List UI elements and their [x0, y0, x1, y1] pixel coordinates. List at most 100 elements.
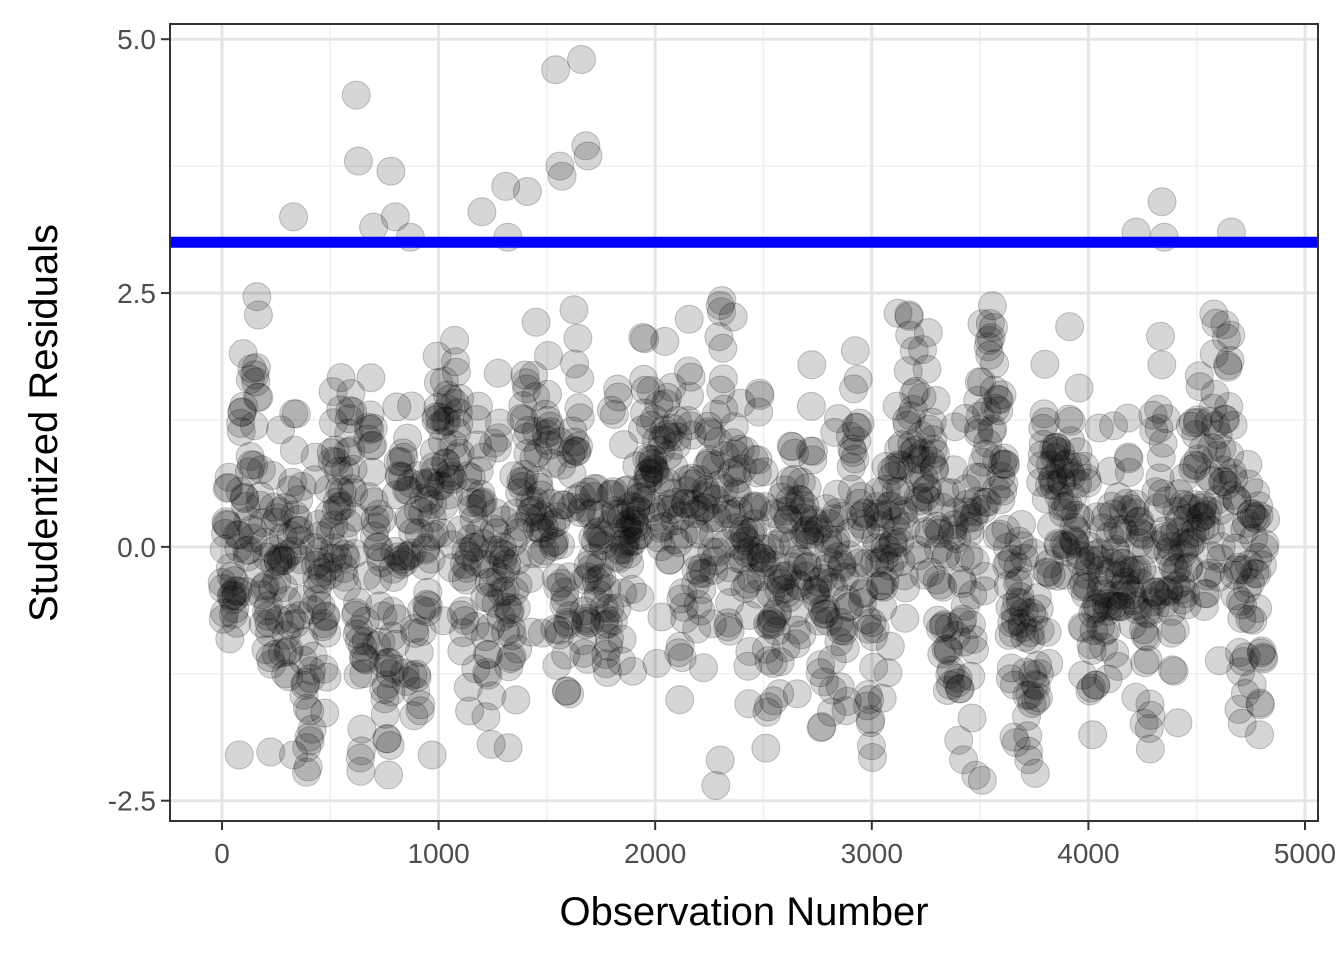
data-point — [629, 364, 659, 394]
data-point — [413, 591, 443, 621]
data-point — [780, 464, 810, 494]
data-point — [960, 635, 989, 665]
data-point — [990, 450, 1020, 480]
data-point — [314, 499, 344, 529]
data-point — [525, 502, 555, 532]
data-point — [715, 588, 745, 618]
data-point — [830, 562, 860, 592]
data-point — [966, 462, 996, 492]
data-point — [1206, 544, 1236, 574]
data-point — [476, 729, 506, 759]
data-point — [972, 487, 1002, 517]
data-point — [864, 477, 893, 507]
data-point — [1060, 529, 1090, 559]
data-point — [767, 482, 797, 512]
data-point — [376, 156, 406, 186]
data-point — [1220, 581, 1250, 611]
data-point — [540, 527, 569, 556]
data-point — [746, 562, 776, 591]
data-point — [486, 562, 515, 592]
data-point — [310, 602, 340, 632]
data-point — [416, 544, 446, 574]
data-point — [1245, 688, 1275, 718]
data-point — [1051, 491, 1081, 521]
data-point — [561, 437, 591, 467]
data-point — [924, 534, 953, 564]
data-point — [637, 449, 667, 478]
data-point — [689, 558, 719, 588]
data-point — [791, 561, 821, 591]
data-point — [477, 681, 507, 711]
data-point — [327, 477, 357, 507]
data-point — [877, 455, 907, 485]
data-point — [609, 529, 639, 559]
data-point — [989, 443, 1019, 473]
data-point — [382, 604, 412, 634]
data-point — [474, 640, 504, 669]
data-point — [1097, 548, 1127, 578]
data-point — [365, 542, 395, 572]
data-point — [580, 586, 610, 616]
data-point — [288, 645, 318, 675]
data-point — [365, 591, 395, 621]
data-point — [1049, 530, 1079, 560]
data-point — [220, 594, 250, 624]
data-point — [355, 414, 385, 444]
data-point — [298, 595, 327, 625]
data-point — [651, 389, 681, 419]
data-point — [255, 618, 285, 647]
data-point — [1139, 577, 1169, 607]
data-point — [1166, 568, 1196, 598]
data-point — [243, 300, 273, 330]
data-point — [1222, 485, 1252, 515]
data-point — [682, 614, 712, 644]
data-point — [681, 569, 710, 599]
data-point — [963, 385, 993, 415]
data-point — [333, 508, 363, 538]
data-point — [1182, 451, 1212, 481]
data-point — [646, 532, 676, 562]
data-point — [1076, 630, 1106, 660]
data-point — [758, 648, 788, 678]
data-point — [660, 525, 689, 555]
data-point — [846, 481, 876, 511]
data-point — [937, 521, 967, 551]
data-point — [577, 498, 607, 528]
data-point — [917, 407, 947, 437]
data-point — [809, 599, 839, 629]
data-point — [1143, 493, 1173, 523]
data-point — [464, 456, 494, 486]
data-point — [742, 579, 772, 609]
data-point — [547, 450, 577, 480]
data-point — [855, 685, 885, 715]
data-point — [826, 616, 856, 646]
data-point — [356, 363, 386, 393]
data-point — [653, 440, 683, 470]
data-point — [260, 550, 290, 580]
data-point — [1216, 513, 1246, 543]
data-point — [274, 635, 304, 665]
data-point — [222, 608, 252, 638]
data-point — [661, 487, 691, 517]
data-point — [1037, 465, 1067, 495]
data-point — [440, 325, 470, 355]
data-point — [548, 490, 578, 520]
data-point — [948, 569, 978, 598]
data-point — [827, 552, 857, 582]
data-point — [1216, 320, 1246, 350]
data-point — [900, 436, 930, 465]
data-point — [394, 541, 424, 571]
data-point — [880, 453, 910, 483]
data-point — [810, 599, 840, 629]
data-point — [1170, 533, 1200, 563]
data-point — [730, 573, 760, 603]
data-point — [352, 561, 382, 591]
data-point — [207, 568, 237, 597]
data-point — [1164, 479, 1194, 509]
data-point — [575, 500, 605, 530]
data-point — [848, 579, 878, 609]
data-point — [503, 570, 533, 600]
data-point — [254, 608, 284, 638]
data-point — [315, 560, 345, 590]
data-point — [903, 482, 933, 512]
